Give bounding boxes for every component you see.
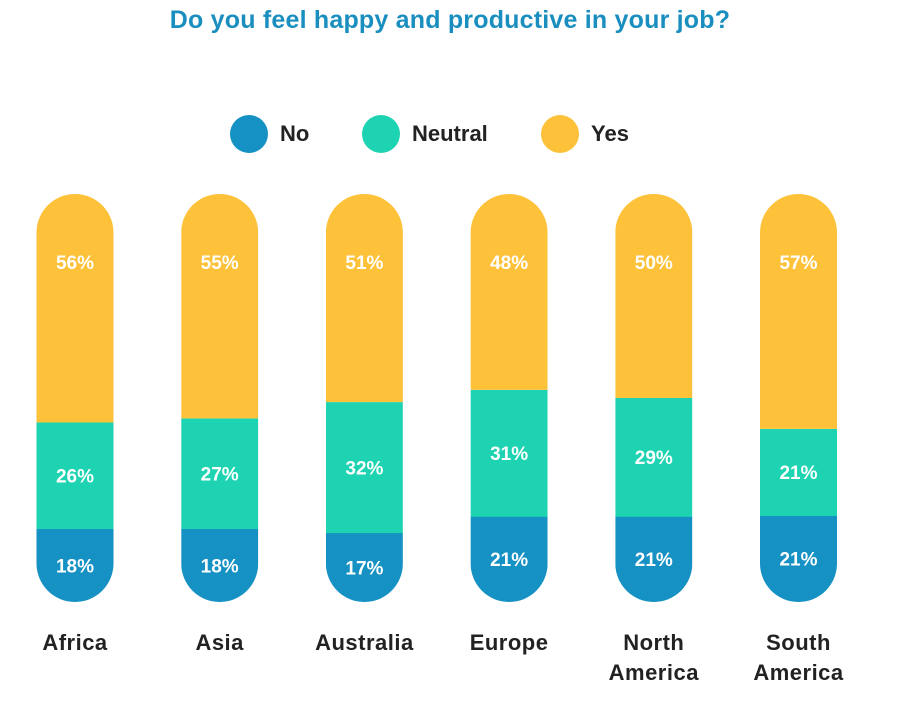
legend: No Neutral Yes (0, 114, 900, 154)
data-label-yes-asia: 55% (201, 253, 239, 274)
legend-swatch-yes (541, 115, 579, 153)
data-label-neutral-asia: 27% (201, 464, 239, 485)
category-label-asia: Asia (195, 630, 244, 655)
bar-segment-no-south-america (760, 515, 837, 602)
data-label-yes-europe: 48% (490, 253, 528, 274)
data-label-no-north-america: 21% (635, 550, 673, 571)
category-label-north-america: North America (608, 630, 699, 685)
data-label-yes-north-america: 50% (635, 253, 673, 274)
bar-segment-yes-africa (36, 194, 114, 423)
bar-segment-no-north-america (615, 516, 693, 602)
data-label-yes-south-america: 57% (779, 253, 817, 274)
bar-group-asia (181, 194, 259, 602)
bar-segment-neutral-africa (36, 422, 114, 530)
bar-segment-no-africa (36, 528, 114, 602)
bar-segment-yes-asia (181, 194, 259, 419)
legend-label-no: No (280, 121, 310, 146)
data-label-neutral-south-america: 21% (779, 463, 817, 484)
data-label-no-europe: 21% (490, 550, 528, 571)
bar-segment-neutral-australia (325, 402, 403, 534)
bar-segment-neutral-asia (181, 418, 259, 530)
category-label-australia: Australia (315, 630, 414, 655)
bar-segment-neutral-north-america (615, 398, 693, 517)
legend-item-yes: Yes (541, 114, 629, 154)
data-label-no-africa: 18% (56, 556, 94, 577)
legend-swatch-no (230, 115, 268, 153)
bar-segment-neutral-south-america (760, 428, 837, 516)
legend-swatch-neutral (362, 115, 400, 153)
data-label-neutral-australia: 32% (345, 458, 383, 479)
data-label-no-south-america: 21% (779, 550, 817, 571)
category-label-africa: Africa (42, 630, 108, 655)
bar-segment-no-australia (325, 532, 403, 602)
bar-group-australia (325, 194, 403, 602)
bar-segment-no-asia (181, 528, 259, 602)
category-label-south-america: South America (753, 630, 844, 685)
bar-group-africa (36, 194, 114, 602)
chart-title: Do you feel happy and productive in your… (169, 6, 731, 34)
bar-segment-yes-australia (325, 194, 403, 403)
category-label-europe: Europe (469, 630, 549, 655)
data-label-no-australia: 17% (345, 558, 383, 579)
bar-segment-no-europe (470, 516, 548, 602)
bar-segment-neutral-europe (470, 389, 548, 517)
bar-segment-yes-north-america (615, 194, 693, 398)
data-label-yes-africa: 56% (56, 253, 94, 274)
legend-label-yes: Yes (591, 121, 629, 146)
legend-label-neutral: Neutral (412, 121, 488, 146)
data-label-neutral-north-america: 29% (635, 448, 673, 469)
data-label-neutral-europe: 31% (490, 444, 528, 465)
data-label-yes-australia: 51% (345, 253, 383, 274)
legend-item-neutral: Neutral (362, 114, 488, 154)
data-label-no-asia: 18% (201, 556, 239, 577)
legend-item-no: No (230, 114, 309, 154)
data-label-neutral-africa: 26% (56, 467, 94, 488)
bar-group-south-america (760, 194, 837, 602)
bar-group-europe (470, 194, 548, 602)
bar-group-north-america (615, 194, 693, 602)
bar-segment-yes-south-america (760, 194, 837, 429)
bar-segment-yes-europe (470, 194, 548, 390)
